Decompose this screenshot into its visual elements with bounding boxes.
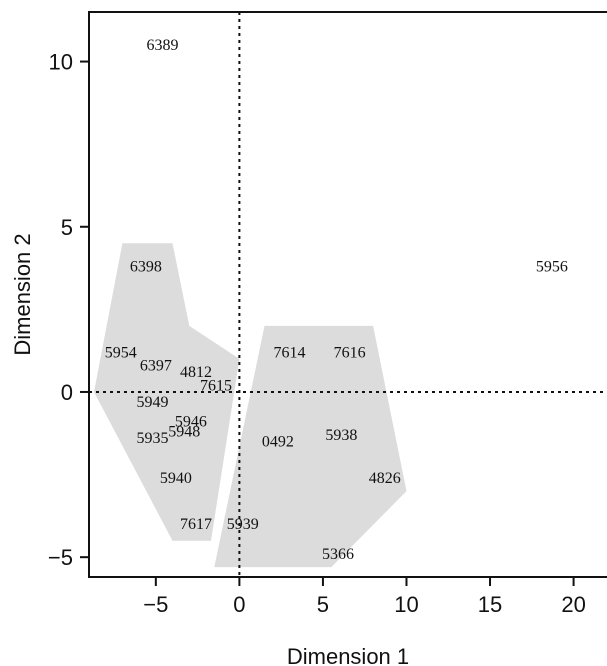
point-label: 5938 [325, 427, 357, 444]
x-tick-label: 5 [317, 592, 329, 617]
point-label: 6389 [147, 37, 179, 54]
y-tick-label: 5 [61, 215, 73, 240]
point-label: 5940 [160, 470, 192, 487]
point-label: 5954 [105, 344, 137, 361]
y-axis-title: Dimension 2 [10, 233, 35, 355]
x-tick-label: 10 [394, 592, 418, 617]
point-label: 7616 [334, 344, 366, 361]
point-label: 7615 [200, 377, 232, 394]
x-axis-title: Dimension 1 [287, 644, 409, 666]
point-label: 5946 [175, 414, 207, 431]
point-label: 6397 [140, 358, 172, 375]
y-tick-label: 10 [49, 50, 73, 75]
point-label: 5956 [536, 258, 568, 275]
y-axis: −5 0 5 10 [48, 50, 89, 570]
x-tick-label: −5 [143, 592, 168, 617]
point-label: 7614 [274, 344, 306, 361]
point-label: 0492 [262, 434, 294, 451]
x-tick-label: 15 [478, 592, 502, 617]
y-tick-label: −5 [48, 545, 73, 570]
reference-lines [89, 12, 607, 577]
point-label: 5935 [136, 430, 168, 447]
plot-frame [88, 11, 607, 578]
point-label: 4812 [180, 364, 212, 381]
x-tick-label: 0 [233, 592, 245, 617]
point-label: 4826 [369, 470, 401, 487]
x-tick-label: 20 [561, 592, 585, 617]
x-axis: −5 0 5 10 15 20 [143, 577, 586, 617]
point-label: 5949 [136, 394, 168, 411]
point-label: 5939 [227, 516, 259, 533]
cluster-hull-2 [214, 325, 407, 568]
point-label: 7617 [180, 516, 212, 533]
point-label: 6398 [130, 258, 162, 275]
point-label: 5366 [322, 546, 354, 563]
point-label: 5948 [168, 424, 200, 441]
y-tick-label: 0 [61, 380, 73, 405]
